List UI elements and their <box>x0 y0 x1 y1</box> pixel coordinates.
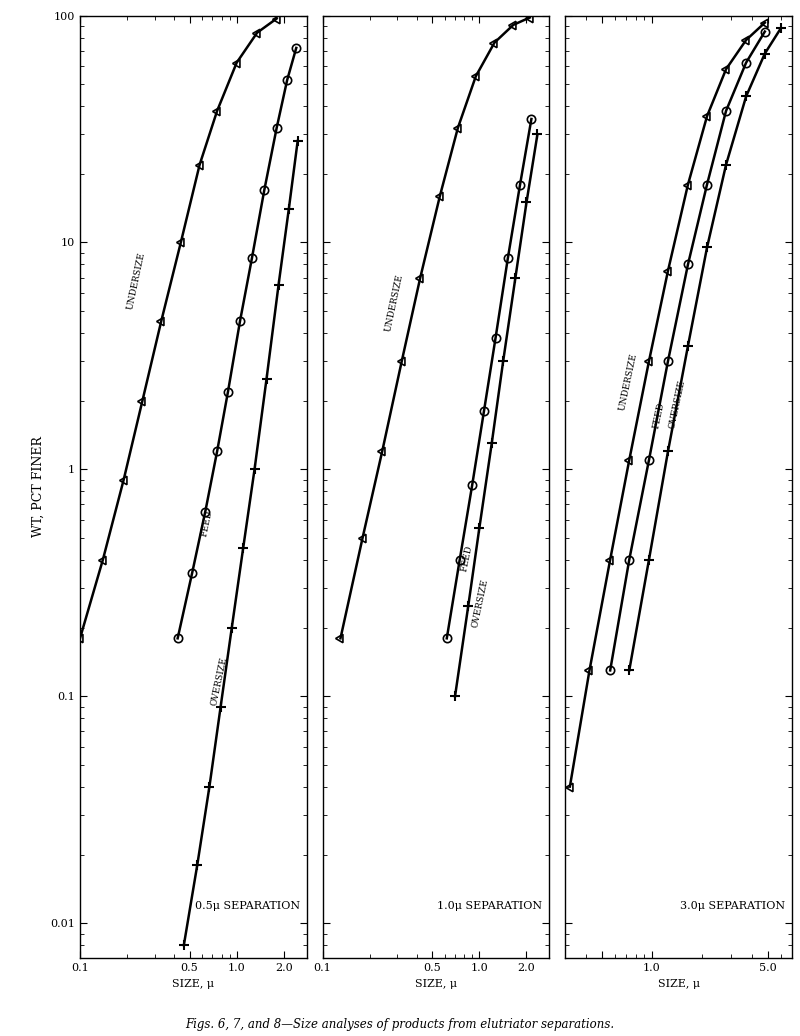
Text: UNDERSIZE: UNDERSIZE <box>618 352 638 411</box>
Text: OVERSIZE: OVERSIZE <box>668 379 687 429</box>
Text: OVERSIZE: OVERSIZE <box>470 577 490 628</box>
Y-axis label: WT, PCT FINER: WT, PCT FINER <box>32 436 45 538</box>
Text: Figs. 6, 7, and 8—Size analyses of products from elutriator separations.: Figs. 6, 7, and 8—Size analyses of produ… <box>186 1017 614 1031</box>
Text: 1.0μ SEPARATION: 1.0μ SEPARATION <box>438 901 542 912</box>
Text: 0.5μ SEPARATION: 0.5μ SEPARATION <box>195 901 300 912</box>
Text: 3.0μ SEPARATION: 3.0μ SEPARATION <box>680 901 785 912</box>
X-axis label: SIZE, μ: SIZE, μ <box>415 979 457 988</box>
X-axis label: SIZE, μ: SIZE, μ <box>658 979 700 988</box>
Text: OVERSIZE: OVERSIZE <box>210 656 229 707</box>
Text: FEED: FEED <box>200 510 214 538</box>
Text: FEED: FEED <box>652 401 666 429</box>
Text: FEED: FEED <box>460 545 474 573</box>
Text: UNDERSIZE: UNDERSIZE <box>384 274 405 333</box>
Text: UNDERSIZE: UNDERSIZE <box>126 252 146 311</box>
X-axis label: SIZE, μ: SIZE, μ <box>172 979 214 988</box>
